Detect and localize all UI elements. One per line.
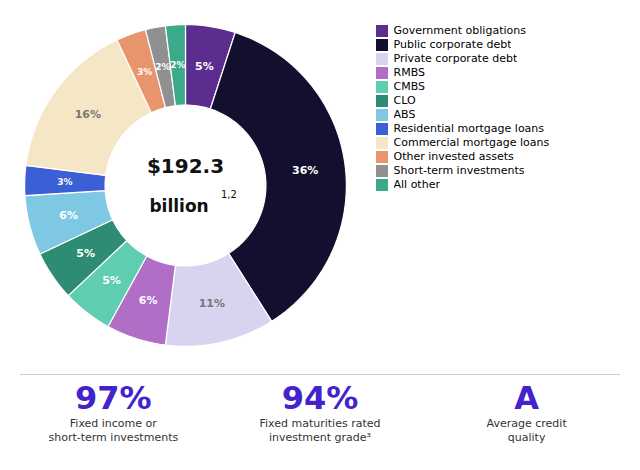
html-text:quality: quality: [507, 431, 546, 444]
html-text:investment grade³: investment grade³: [269, 431, 371, 444]
html-text:97%: 97%: [75, 379, 152, 417]
svg-text:6%: 6%: [59, 209, 78, 222]
svg-text:3%: 3%: [137, 67, 152, 77]
svg-text:1,2: 1,2: [221, 189, 237, 200]
html-text:Fixed maturities rated: Fixed maturities rated: [259, 417, 381, 430]
html-text:Other invested assets: Other invested assets: [393, 150, 514, 163]
html-text:Commercial mortgage loans: Commercial mortgage loans: [393, 136, 550, 149]
html-text:Public corporate debt: Public corporate debt: [393, 38, 512, 51]
svg-text:11%: 11%: [199, 297, 225, 310]
svg-text:2%: 2%: [170, 60, 185, 70]
html-text:Fixed income or: Fixed income or: [69, 417, 157, 430]
svg-text:6%: 6%: [139, 294, 158, 307]
svg-text:3%: 3%: [57, 177, 72, 187]
svg-text:5%: 5%: [195, 60, 214, 73]
html-text:A: A: [514, 379, 539, 417]
html-text:RMBS: RMBS: [393, 66, 425, 79]
html-text:94%: 94%: [281, 379, 359, 417]
svg-text:5%: 5%: [102, 274, 121, 287]
svg-text:5%: 5%: [76, 247, 95, 260]
html-text:Average credit: Average credit: [486, 417, 567, 430]
svg-text:2%: 2%: [155, 62, 170, 72]
svg-text:$192.3: $192.3: [147, 154, 224, 178]
html-text:Government obligations: Government obligations: [393, 24, 526, 37]
html-text:Private corporate debt: Private corporate debt: [393, 52, 518, 65]
svg-text:billion: billion: [149, 196, 208, 216]
html-text:Residential mortgage loans: Residential mortgage loans: [393, 122, 545, 135]
svg-text:36%: 36%: [292, 164, 318, 177]
html-text:Short-term investments: Short-term investments: [393, 164, 525, 177]
html-text:All other: All other: [393, 178, 440, 191]
html-text:short-term investments: short-term investments: [48, 431, 179, 444]
html-text:ABS: ABS: [393, 108, 416, 121]
html-text:CMBS: CMBS: [393, 80, 425, 93]
html-text:CLO: CLO: [393, 94, 416, 107]
svg-text:16%: 16%: [75, 108, 101, 121]
